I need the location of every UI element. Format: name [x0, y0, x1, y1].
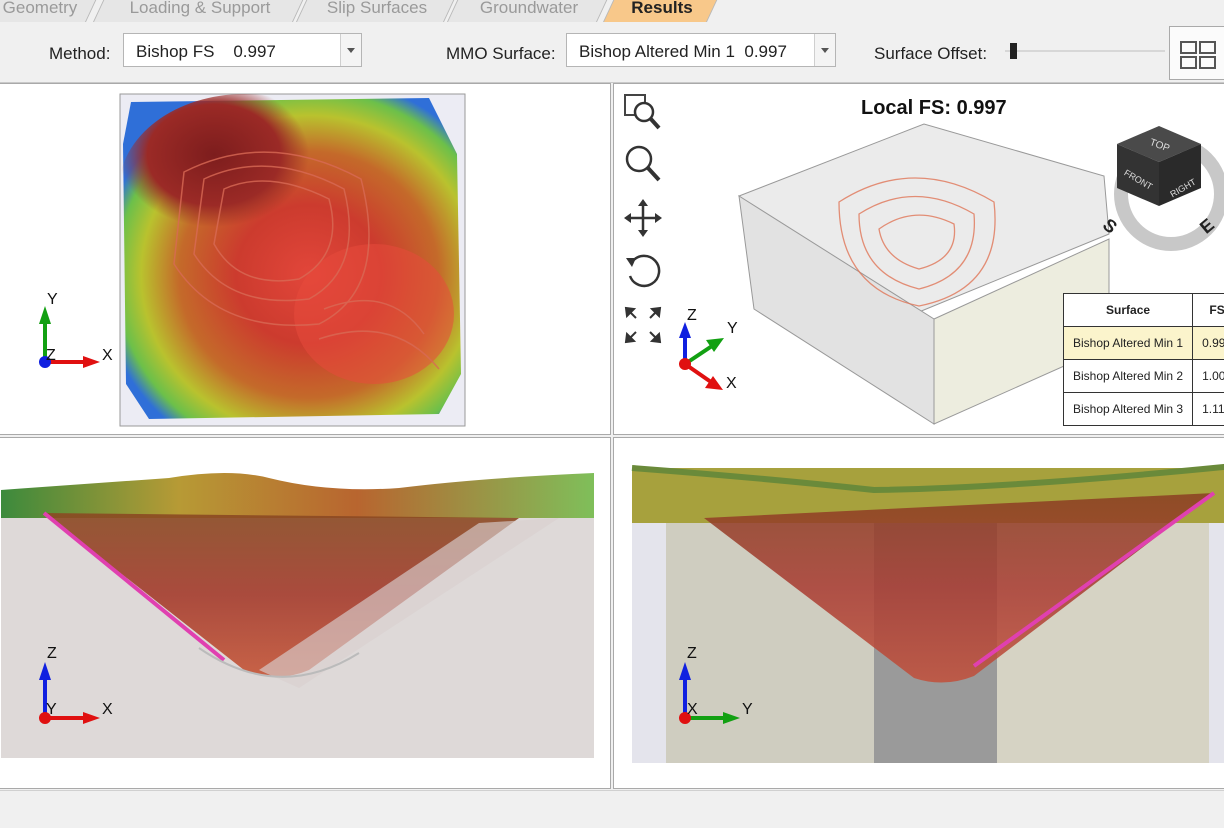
tab-label: Slip Surfaces	[327, 0, 427, 18]
tab-label: Geometry	[3, 0, 78, 18]
table-row[interactable]: Bishop Altered Min 1 0.997	[1064, 327, 1224, 360]
pan-icon[interactable]	[622, 197, 664, 239]
front-section-render: Z X Y	[0, 438, 611, 789]
zoom-extents-icon[interactable]	[622, 304, 664, 346]
tab-label: Groundwater	[480, 0, 578, 18]
tab-results[interactable]: Results	[604, 0, 720, 22]
z-axis-label: Z	[687, 645, 697, 662]
method-value: Bishop FS 0.997	[136, 42, 276, 62]
tab-groundwater[interactable]: Groundwater	[448, 0, 610, 22]
x-axis-label: X	[102, 347, 113, 364]
z-axis-label: Z	[46, 347, 56, 364]
method-label: Method:	[49, 44, 110, 64]
x-axis-label: X	[726, 375, 737, 392]
fs-cell: 1.008	[1193, 360, 1224, 393]
table-row[interactable]: Bishop Altered Min 2 1.008	[1064, 360, 1224, 393]
zoom-icon[interactable]	[622, 142, 664, 184]
tab-geometry[interactable]: Geometry	[0, 0, 99, 22]
tab-loading-support[interactable]: Loading & Support	[94, 0, 306, 22]
viewcube[interactable]: TOP FRONT RIGHT S E	[1099, 126, 1221, 244]
mmo-surface-label: MMO Surface:	[446, 44, 556, 64]
surface-cell: Bishop Altered Min 1	[1064, 327, 1193, 360]
status-bar	[0, 790, 1224, 828]
table-header-row: Surface FS	[1064, 294, 1224, 327]
mmo-surface-value: Bishop Altered Min 1 0.997	[579, 42, 787, 62]
z-axis-label: Z	[47, 645, 57, 662]
viewport-3d-view[interactable]: Z Y X TOP FRONT RIGHT S E Local FS: 0.99…	[613, 83, 1224, 435]
slider-thumb[interactable]	[1010, 43, 1017, 59]
axis-triad-xyz: Z Y X	[679, 307, 738, 392]
viewport-top-view[interactable]: Y X Z	[0, 83, 611, 435]
chevron-down-icon[interactable]	[814, 34, 835, 66]
results-tab-bar: Geometry Loading & Support Slip Surfaces…	[0, 0, 1224, 24]
fs-cell: 1.111	[1193, 393, 1224, 426]
plan-view-render: Y X Z	[0, 84, 611, 435]
local-fs-label: Local FS: 0.997	[861, 97, 1007, 120]
fs-column-header: FS	[1193, 294, 1224, 327]
chevron-down-icon[interactable]	[340, 34, 361, 66]
viewport-side-view[interactable]: Z Y X	[613, 437, 1224, 789]
tab-slip-surfaces[interactable]: Slip Surfaces	[297, 0, 457, 22]
surface-cell: Bishop Altered Min 2	[1064, 360, 1193, 393]
tab-label: Results	[631, 0, 692, 18]
surface-fs-table: Surface FS Bishop Altered Min 1 0.997 Bi…	[1063, 293, 1224, 426]
x-axis-label: X	[687, 701, 698, 718]
z-axis-label: Z	[687, 307, 697, 324]
zoom-window-icon[interactable]	[622, 92, 664, 134]
fs-cell: 0.997	[1193, 327, 1224, 360]
y-axis-label: Y	[742, 701, 753, 718]
slider-track	[1005, 50, 1165, 52]
surface-cell: Bishop Altered Min 3	[1064, 393, 1193, 426]
y-axis-label: Y	[46, 701, 57, 718]
surface-offset-slider[interactable]	[1005, 41, 1165, 61]
axis-triad-xy: Y X Z	[39, 291, 113, 368]
surface-column-header: Surface	[1064, 294, 1193, 327]
viewport-front-view[interactable]: Z X Y	[0, 437, 611, 789]
results-toolbar: Method: Bishop FS 0.997 MMO Surface: Bis…	[0, 24, 1224, 83]
viewport-layout-button[interactable]	[1169, 26, 1224, 80]
surface-offset-label: Surface Offset:	[874, 44, 987, 64]
grid-layout-icon	[1170, 27, 1224, 79]
side-section-render: Z Y X	[614, 438, 1224, 789]
mmo-surface-select[interactable]: Bishop Altered Min 1 0.997	[566, 33, 836, 67]
method-select[interactable]: Bishop FS 0.997	[123, 33, 362, 67]
y-axis-label: Y	[47, 291, 58, 308]
table-row[interactable]: Bishop Altered Min 3 1.111	[1064, 393, 1224, 426]
rotate-icon[interactable]	[622, 250, 664, 292]
y-axis-label: Y	[727, 320, 738, 337]
x-axis-label: X	[102, 701, 113, 718]
tab-label: Loading & Support	[130, 0, 271, 18]
